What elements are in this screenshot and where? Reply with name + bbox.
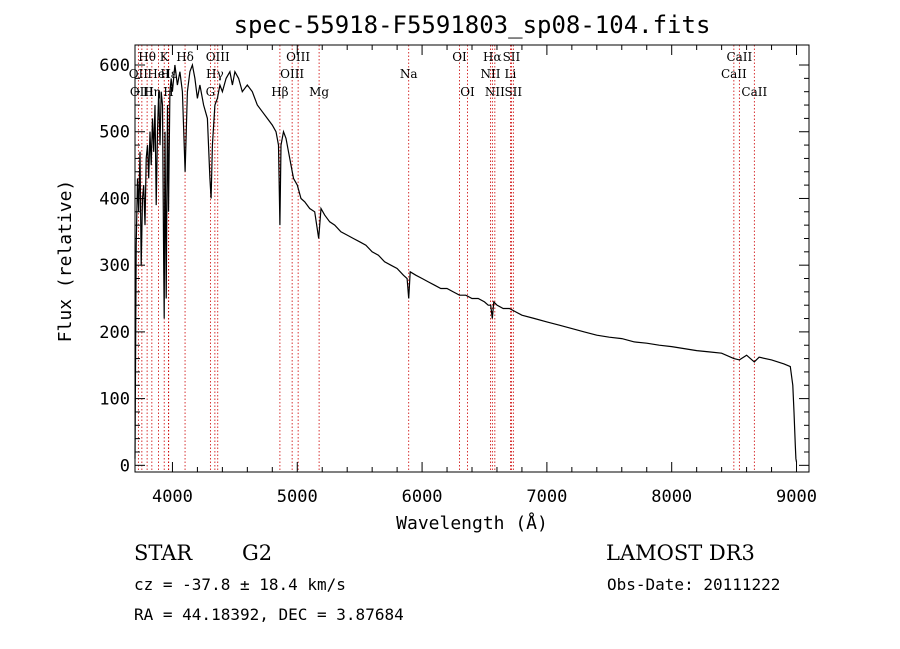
line-label-22: SII: [503, 50, 521, 64]
line-label-15: Mg: [309, 85, 329, 99]
spectral-line-markers: [137, 45, 755, 472]
line-label-1: OII: [129, 67, 149, 81]
x-axis-ticks: 4000 5000 6000 7000 8000 9000: [152, 45, 817, 507]
spectral-line-labels: HθOIIOIIIHηHeIKHHεHδGOIIIHγHβOIIIOIIIMgN…: [129, 50, 768, 99]
observation-date: Obs-Date: 20111222: [607, 575, 780, 594]
line-label-6: H: [163, 85, 173, 99]
line-label-5: K: [160, 50, 170, 64]
spectrum-series-line: [134, 62, 798, 463]
line-label-13: OIII: [280, 67, 304, 81]
x-tick-label: 5000: [277, 487, 318, 507]
y-tick-label: 500: [99, 123, 130, 143]
line-label-23: Li: [505, 67, 517, 81]
y-tick-label: 400: [99, 189, 130, 209]
survey-name: LAMOST DR3: [606, 541, 755, 565]
y-axis-label: Flux (relative): [55, 180, 76, 343]
line-label-14: OIII: [286, 50, 310, 64]
y-axis-ticks: 0 100 200 300 400 500 600: [99, 56, 809, 476]
redshift-velocity: cz = -37.8 ± 18.4 km/s: [134, 575, 346, 594]
line-label-11: Hγ: [206, 67, 224, 81]
x-tick-label: 7000: [526, 487, 567, 507]
line-label-19: Hα: [483, 50, 502, 64]
object-subclass: G2: [242, 541, 272, 565]
line-label-12: Hβ: [271, 85, 288, 99]
line-label-26: CaII: [721, 67, 747, 81]
line-label-0: Hθ: [138, 50, 156, 64]
y-tick-label: 300: [99, 256, 130, 276]
line-label-18: OI: [460, 85, 475, 99]
x-tick-label: 8000: [651, 487, 692, 507]
x-tick-label: 9000: [776, 487, 817, 507]
object-class: STAR: [134, 541, 193, 565]
line-label-8: Hδ: [176, 50, 194, 64]
ra-dec-coordinates: RA = 44.18392, DEC = 3.87684: [134, 605, 404, 624]
line-label-10: OIII: [206, 50, 230, 64]
line-label-25: CaII: [726, 50, 752, 64]
y-tick-label: 200: [99, 323, 130, 343]
line-label-2: OIII: [130, 85, 154, 99]
x-tick-label: 4000: [152, 487, 193, 507]
y-tick-label: 600: [99, 56, 130, 76]
plot-frame: [134, 44, 810, 473]
y-tick-label: 0: [120, 456, 130, 476]
y-tick-label: 100: [99, 390, 130, 410]
line-label-4: HeI: [147, 67, 170, 81]
line-label-7: Hε: [160, 67, 177, 81]
line-label-17: OI: [452, 50, 467, 64]
line-label-3: Hη: [143, 85, 161, 99]
line-label-9: G: [206, 85, 216, 99]
line-label-24: SII: [504, 85, 522, 99]
chart-title: spec-55918-F5591803_sp08-104.fits: [234, 11, 711, 39]
x-axis-label: Wavelength (Å): [396, 512, 548, 534]
line-label-20: NII: [480, 67, 500, 81]
line-label-27: CaII: [741, 85, 767, 99]
line-label-16: Na: [400, 67, 418, 81]
x-tick-label: 6000: [402, 487, 443, 507]
line-label-21: NII: [485, 85, 505, 99]
